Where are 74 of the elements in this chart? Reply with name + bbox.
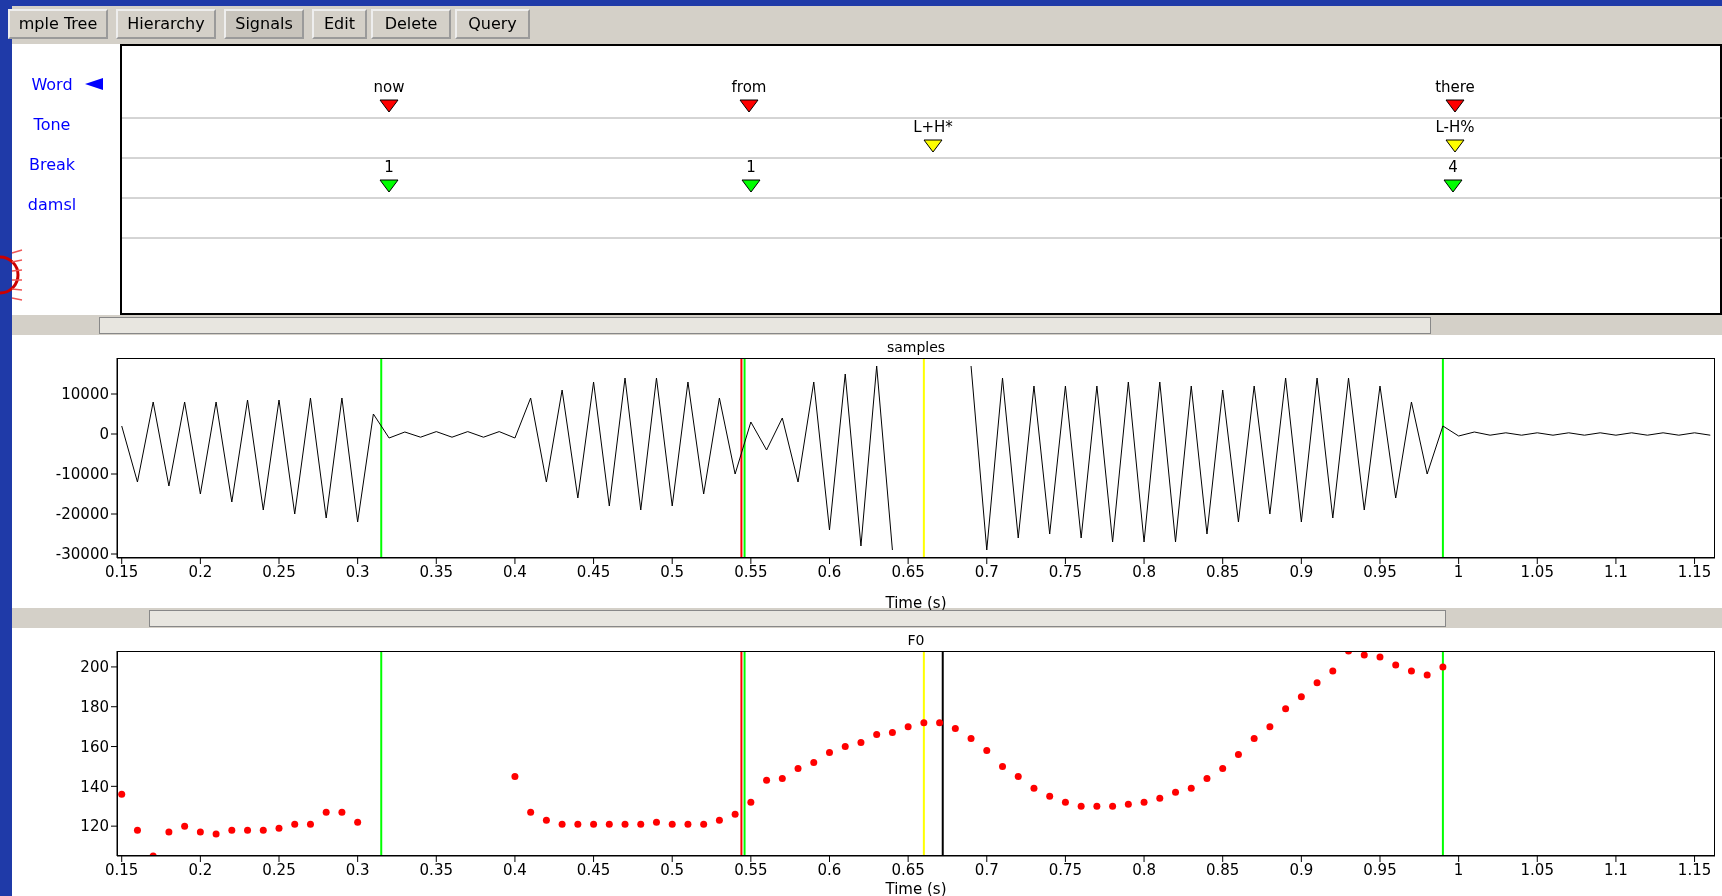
text: 1 (745, 158, 757, 176)
y-tick-label: 120 (80, 817, 109, 836)
x-tick-label: 0.5 (660, 860, 685, 879)
x-tick-label: 0.65 (891, 562, 925, 581)
x-tick-label: 0.2 (188, 860, 213, 879)
y-tick-label: -20000 (55, 505, 109, 524)
x-tick-label: 0.35 (419, 860, 453, 879)
x-tick-label: 1.05 (1520, 562, 1554, 581)
category-label: Word (30, 75, 74, 94)
y-tick-label: 200 (80, 658, 109, 677)
x-tick-label: 0.4 (503, 860, 527, 879)
x-tick-label: 1 (1453, 562, 1464, 581)
text: 1 (383, 158, 395, 176)
category-label: Break (27, 155, 77, 174)
category-label: Tone (32, 115, 72, 134)
text: 4 (1447, 158, 1459, 176)
x-tick-label: 0.8 (1132, 860, 1156, 879)
chart-title: F0 (906, 632, 926, 648)
y-tick-label: -10000 (55, 465, 109, 484)
y-tick-label: 180 (80, 698, 109, 717)
text: from (730, 78, 768, 96)
y-tick-label: -30000 (55, 545, 109, 564)
x-tick-label: 0.9 (1289, 860, 1314, 879)
x-tick-label: 0.5 (660, 562, 685, 581)
x-tick-label: 0.35 (419, 562, 453, 581)
y-tick-label: 0 (99, 425, 109, 444)
text: now (372, 78, 406, 96)
x-tick-label: 0.15 (105, 562, 139, 581)
x-tick-label: 0.3 (345, 562, 370, 581)
x-tick-label: 0.65 (891, 860, 925, 879)
x-tick-label: 0.15 (105, 860, 139, 879)
text: L-H% (1434, 118, 1476, 136)
category-label: damsl (26, 195, 78, 214)
x-tick-label: 0.85 (1206, 860, 1240, 879)
text: there (1434, 78, 1476, 96)
text: Signals (224, 9, 304, 39)
text: Delete (371, 9, 451, 39)
text: Query (455, 9, 530, 39)
x-tick-label: 0.45 (576, 562, 611, 581)
x-axis-title: Time (s) (884, 594, 947, 612)
x-tick-label: 0.9 (1289, 562, 1314, 581)
text: Edit (312, 9, 367, 39)
x-tick-label: 0.55 (734, 562, 768, 581)
x-tick-label: 0.7 (974, 562, 999, 581)
x-tick-label: 1.1 (1603, 860, 1628, 879)
y-tick-label: 10000 (61, 385, 109, 404)
x-tick-label: 0.75 (1048, 860, 1083, 879)
x-tick-label: 0.2 (188, 562, 213, 581)
x-tick-label: 0.75 (1048, 562, 1083, 581)
x-tick-label: 0.3 (345, 860, 370, 879)
text: mple Tree (8, 9, 108, 39)
x-tick-label: 0.8 (1132, 562, 1156, 581)
x-tick-label: 1.05 (1520, 860, 1554, 879)
x-tick-label: 0.7 (974, 860, 999, 879)
x-tick-label: 0.85 (1206, 562, 1240, 581)
x-tick-label: 0.95 (1363, 860, 1397, 879)
text: L+H* (912, 118, 954, 136)
x-tick-label: 0.4 (503, 562, 527, 581)
x-tick-label: 0.45 (576, 860, 611, 879)
x-tick-label: 1.1 (1603, 562, 1628, 581)
x-tick-label: 0.25 (262, 562, 296, 581)
x-tick-label: 1 (1453, 860, 1464, 879)
x-tick-label: 1.15 (1677, 562, 1712, 581)
x-tick-label: 0.95 (1363, 562, 1397, 581)
y-tick-label: 140 (80, 777, 109, 796)
y-tick-label: 160 (80, 737, 109, 756)
x-axis-title: Time (s) (884, 880, 947, 896)
text: Hierarchy (116, 9, 216, 39)
x-tick-label: 1.15 (1677, 860, 1712, 879)
x-tick-label: 0.6 (817, 562, 842, 581)
x-tick-label: 0.6 (817, 860, 842, 879)
x-tick-label: 0.25 (262, 860, 296, 879)
x-tick-label: 0.55 (734, 860, 768, 879)
chart-title: samples (885, 339, 947, 355)
